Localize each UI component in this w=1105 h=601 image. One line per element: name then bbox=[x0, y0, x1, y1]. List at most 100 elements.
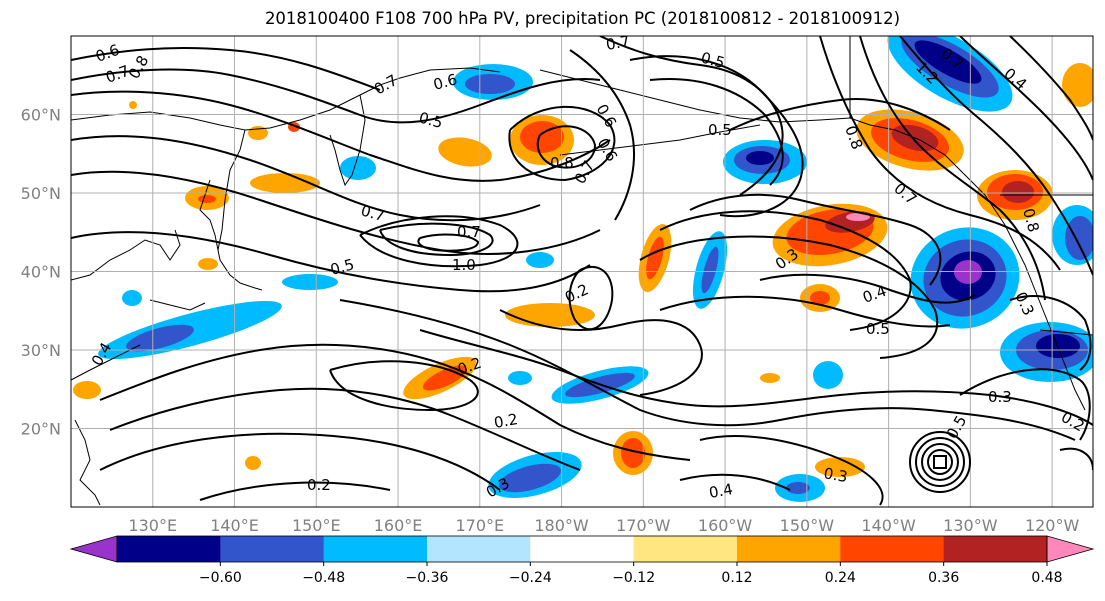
pv-contour bbox=[959, 368, 1091, 441]
precip-negative-blob bbox=[122, 290, 142, 306]
pv-contour bbox=[568, 265, 614, 331]
latitude-label: 30°N bbox=[21, 341, 61, 360]
border-us-mexico bbox=[1039, 329, 1093, 336]
pv-contour bbox=[71, 47, 381, 91]
contour-label: 0.7 bbox=[605, 32, 632, 54]
pv-contour bbox=[536, 125, 597, 169]
pv-contour bbox=[359, 215, 519, 268]
contour-label: 0.3 bbox=[988, 388, 1012, 406]
precip-positive-blob bbox=[198, 195, 216, 203]
precip-positive-blob bbox=[198, 258, 218, 270]
precipitation-shading bbox=[73, 36, 1093, 502]
precip-negative-blob bbox=[786, 482, 810, 494]
pv-contour bbox=[1009, 36, 1093, 141]
longitude-label: 160°E bbox=[374, 516, 423, 535]
colorbar-segment bbox=[220, 536, 325, 562]
pv-contour-closed bbox=[921, 443, 959, 481]
precip-negative-blob bbox=[465, 74, 515, 94]
gridlines bbox=[71, 36, 1093, 507]
pv-contour bbox=[699, 435, 884, 506]
pv-contour bbox=[899, 36, 1093, 276]
coastline-kamchatka bbox=[329, 94, 366, 187]
pv-contour bbox=[379, 222, 494, 257]
colorbar-tick-label: −0.24 bbox=[509, 570, 552, 586]
pv-contour bbox=[859, 36, 1046, 301]
precip-positive-blob bbox=[621, 438, 645, 468]
map-title: 2018100400 F108 700 hPa PV, precipitatio… bbox=[264, 9, 901, 28]
map-frame bbox=[70, 35, 1094, 508]
pv-contours bbox=[71, 36, 1093, 506]
precip-positive-blob bbox=[760, 373, 780, 383]
colorbar-tick-label: −0.12 bbox=[612, 570, 655, 586]
colorbar-tick-label: 0.12 bbox=[721, 570, 752, 586]
pv-contour bbox=[417, 233, 480, 252]
precip-positive-blob bbox=[438, 137, 492, 167]
colorbar-tick-label: 0.24 bbox=[825, 570, 856, 586]
pv-contour bbox=[71, 231, 591, 293]
precip-negative-blob bbox=[126, 324, 194, 352]
colorbar-ticks: −0.60 −0.48 −0.36 −0.24 −0.12 0.12 0.24 0.36 0.4… bbox=[199, 562, 1063, 586]
contour-label: 0.2 bbox=[307, 476, 331, 494]
colorbar-tick-label: −0.60 bbox=[199, 570, 242, 586]
contour-label: 0.5 bbox=[708, 121, 732, 139]
pv-contour-closed bbox=[933, 455, 947, 469]
pv-contour bbox=[629, 55, 804, 218]
pv-contour bbox=[679, 473, 791, 491]
longitude-labels: 130°E 140°E 150°E 160°E 170°E 180°W 170°W 160°W… bbox=[128, 516, 1079, 535]
latitude-label: 50°N bbox=[21, 184, 61, 203]
precip-positive-blob bbox=[245, 456, 261, 470]
pv-contour bbox=[689, 193, 942, 286]
longitude-label: 130°W bbox=[943, 516, 998, 535]
precip-negative-blob bbox=[746, 151, 774, 165]
precip-negative-blob bbox=[1065, 216, 1093, 260]
pv-contour bbox=[199, 481, 391, 501]
contour-label: 0.5 bbox=[417, 108, 445, 132]
precip-positive-blob bbox=[505, 303, 595, 327]
pv-contour bbox=[659, 210, 912, 331]
precip-positive-blob bbox=[1002, 181, 1034, 203]
pv-contour bbox=[329, 360, 479, 412]
contour-label: 0.5 bbox=[866, 320, 890, 338]
precip-negative-blob bbox=[1036, 334, 1080, 358]
precip-positive-blob bbox=[1062, 63, 1093, 107]
colorbar-tick-label: −0.36 bbox=[406, 570, 449, 586]
pv-contour bbox=[959, 36, 1093, 181]
precip-positive-blob bbox=[520, 121, 564, 153]
pv-contour bbox=[71, 90, 611, 182]
colorbar bbox=[69, 535, 1095, 563]
colorbar-extend-low bbox=[69, 535, 118, 563]
contour-label: 0.5 bbox=[328, 255, 356, 279]
precip-positive-blob bbox=[73, 381, 101, 399]
map-area: 0.6 0.7 0.8 0.7 0.6 0.5 0.6 0.7 0.5 0.8 … bbox=[71, 32, 1093, 507]
contour-label: 0.3 bbox=[822, 464, 849, 486]
longitude-label: 150°E bbox=[292, 516, 341, 535]
contour-label: 0.7 bbox=[359, 201, 387, 225]
pv-contour bbox=[419, 329, 1093, 426]
pv-contour-closed bbox=[915, 437, 965, 487]
contour-label: 0.6 bbox=[431, 70, 459, 94]
colorbar-outline bbox=[116, 535, 1048, 563]
pv-contour bbox=[71, 135, 541, 222]
contour-label: 0.2 bbox=[493, 410, 520, 432]
precip-positive-blob bbox=[646, 236, 664, 280]
precip-positive-blob bbox=[815, 457, 865, 477]
precip-negative-blob bbox=[498, 463, 562, 493]
pv-contour bbox=[729, 98, 951, 131]
pv-contour bbox=[508, 105, 616, 182]
pv-contour bbox=[109, 387, 581, 471]
colorbar-tick-label: 0.48 bbox=[1031, 570, 1062, 586]
precip-negative-blob bbox=[526, 252, 554, 268]
pv-contour bbox=[599, 36, 784, 196]
longitude-label: 140°E bbox=[210, 516, 259, 535]
pv-contour bbox=[1009, 295, 1092, 371]
coastline-japan bbox=[149, 299, 206, 311]
longitude-label: 170°E bbox=[455, 516, 504, 535]
colorbar-segment bbox=[530, 536, 635, 562]
colorbar-extend-high bbox=[1046, 535, 1095, 563]
contour-label: 0.4 bbox=[708, 480, 735, 502]
longitude-label: 150°W bbox=[780, 516, 835, 535]
pv-contour bbox=[71, 170, 601, 255]
colorbar-tick-label: 0.36 bbox=[928, 570, 959, 586]
longitude-label: 180°W bbox=[534, 516, 589, 535]
